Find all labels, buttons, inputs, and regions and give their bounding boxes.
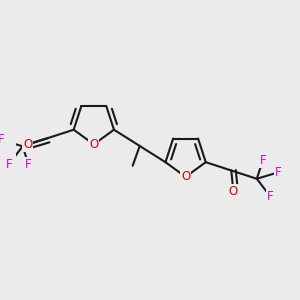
Text: F: F (260, 154, 266, 167)
Text: F: F (267, 190, 274, 203)
Text: F: F (0, 134, 4, 146)
Text: O: O (229, 185, 238, 198)
Text: O: O (89, 138, 98, 151)
Text: O: O (181, 170, 190, 183)
Text: F: F (6, 158, 12, 171)
Text: O: O (23, 138, 32, 151)
Text: F: F (25, 158, 32, 171)
Text: F: F (275, 166, 281, 179)
